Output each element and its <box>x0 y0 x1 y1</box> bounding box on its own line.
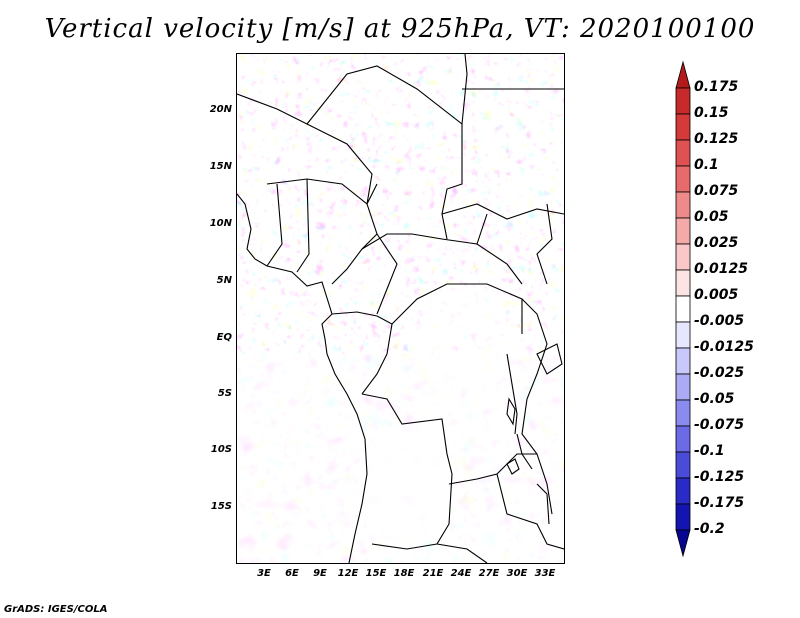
colorbar-segment <box>675 321 691 349</box>
lon-label: 18E <box>393 568 415 579</box>
colorbar-label: -0.2 <box>694 521 725 537</box>
colorbar-label: 0.175 <box>694 79 739 95</box>
colorbar-segment <box>675 139 691 167</box>
colorbar-label: 0.0125 <box>694 261 749 277</box>
colorbar-segment <box>675 60 691 89</box>
lat-label: 5N <box>216 275 232 286</box>
lon-label: 30E <box>506 568 528 579</box>
lat-label: 15S <box>210 501 232 512</box>
lon-label: 33E <box>534 568 556 579</box>
lon-label: 3E <box>257 568 271 579</box>
colorbar-label: 0.075 <box>694 183 739 199</box>
colorbar-segment <box>675 191 691 219</box>
colorbar-label: 0.05 <box>694 209 729 225</box>
colorbar-segment <box>675 165 691 193</box>
colorbar-segment <box>675 113 691 141</box>
colorbar-segment <box>675 399 691 427</box>
colorbar-label: -0.0125 <box>694 339 754 355</box>
colorbar-segment <box>675 503 691 531</box>
colorbar-label: -0.05 <box>694 391 735 407</box>
colorbar-segment <box>675 477 691 505</box>
colorbar-segment <box>675 269 691 297</box>
lon-label: 6E <box>285 568 299 579</box>
colorbar-label: 0.005 <box>694 287 739 303</box>
colorbar-segment <box>675 451 691 479</box>
lon-label: 12E <box>337 568 359 579</box>
map-panel <box>236 53 565 564</box>
colorbar-label: 0.025 <box>694 235 739 251</box>
lat-label: EQ <box>216 332 232 343</box>
colorbar-label: -0.125 <box>694 469 745 485</box>
colorbar-segment <box>675 243 691 271</box>
colorbar-label: 0.125 <box>694 131 739 147</box>
lon-label: 24E <box>450 568 472 579</box>
lat-label: 15N <box>209 161 232 172</box>
colorbar-label: -0.075 <box>694 417 745 433</box>
map-title: Vertical velocity [m/s] at 925hPa, VT: 2… <box>44 14 756 44</box>
colorbar-label: -0.025 <box>694 365 745 381</box>
colorbar-segment <box>675 347 691 375</box>
lon-label: 9E <box>313 568 327 579</box>
calm-region <box>357 419 452 549</box>
map-svg <box>237 54 564 563</box>
colorbar-label: -0.005 <box>694 313 745 329</box>
lon-label: 21E <box>422 568 444 579</box>
lat-label: 10N <box>209 218 232 229</box>
colorbar-label: -0.1 <box>694 443 725 459</box>
colorbar-label: 0.15 <box>694 105 729 121</box>
colorbar-segment <box>675 529 691 558</box>
colorbar-segment <box>675 295 691 323</box>
lat-label: 10S <box>210 444 232 455</box>
country-borders <box>237 54 564 563</box>
colorbar-segment <box>675 425 691 453</box>
colorbar-segment <box>675 373 691 401</box>
colorbar-label: 0.1 <box>694 157 719 173</box>
footer-credit: GrADS: IGES/COLA <box>4 604 108 615</box>
colorbar-segment <box>675 217 691 245</box>
colorbar-segment <box>675 87 691 115</box>
lat-label: 5S <box>217 388 232 399</box>
lon-label: 15E <box>365 568 387 579</box>
calm-region-2 <box>412 284 517 394</box>
colorbar-label: -0.175 <box>694 495 745 511</box>
lat-label: 20N <box>209 104 232 115</box>
lon-label: 27E <box>478 568 500 579</box>
